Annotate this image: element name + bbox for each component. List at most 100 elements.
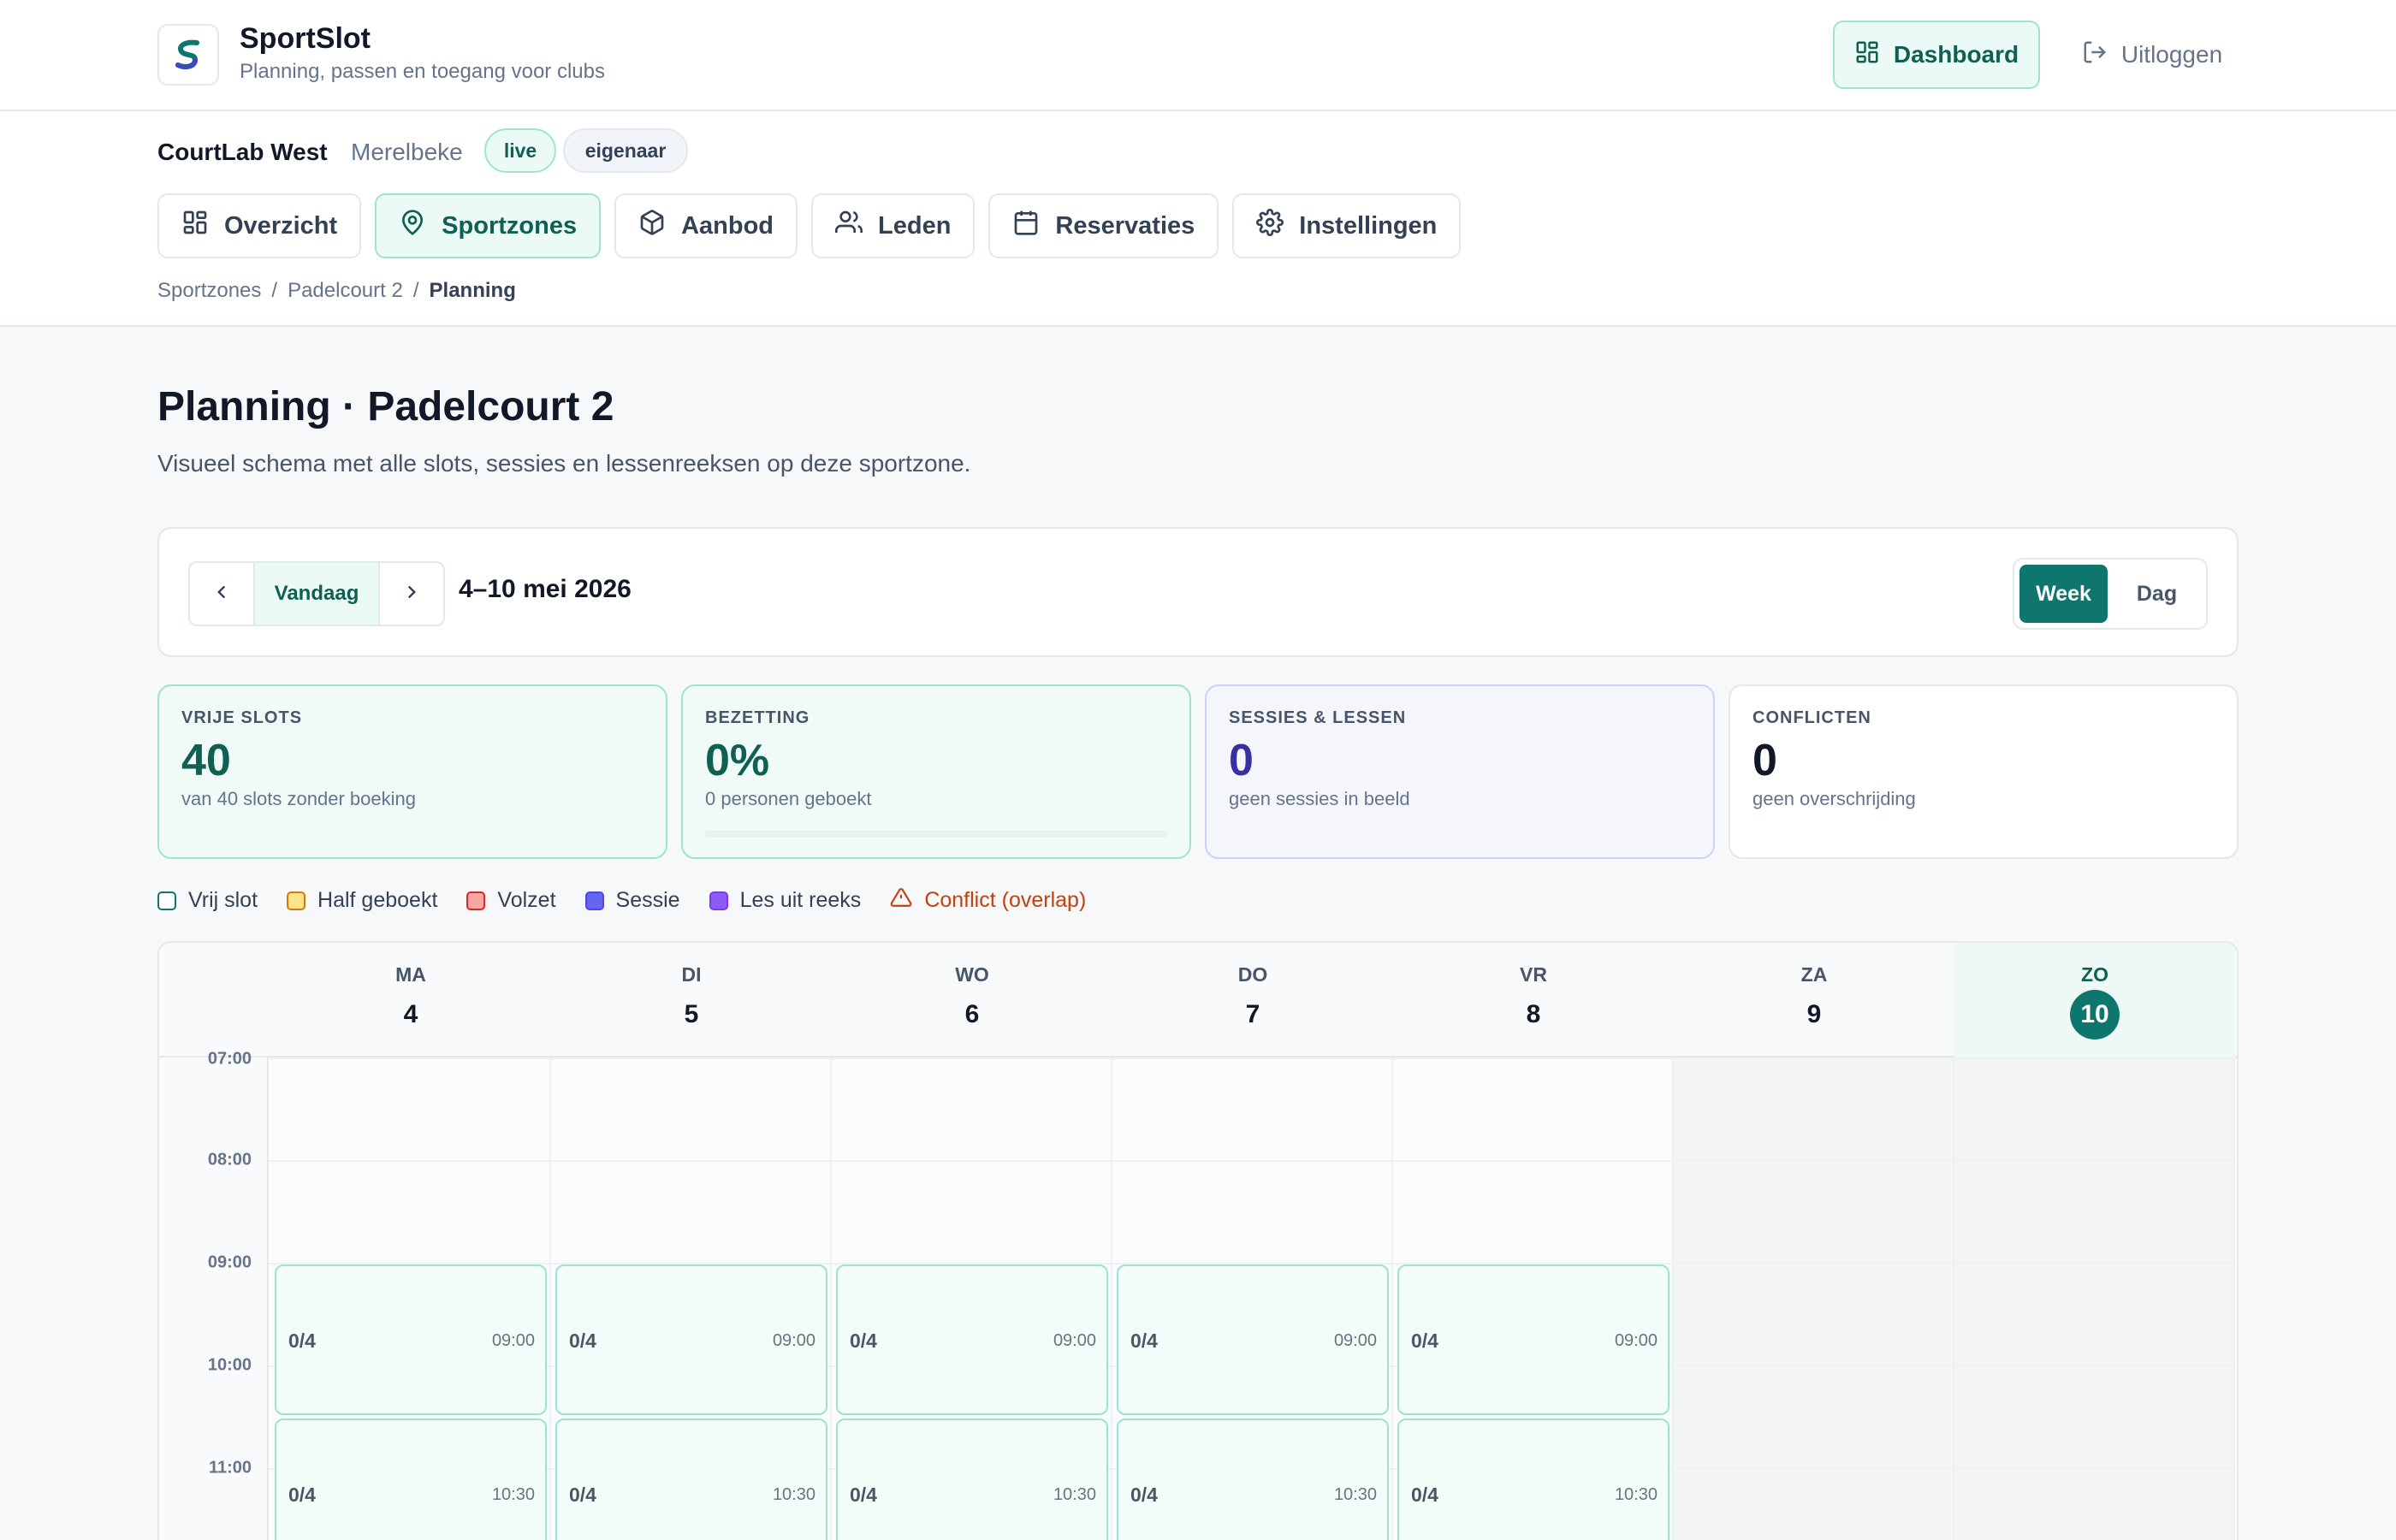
day-header-zo[interactable]: ZO 10: [1954, 943, 2235, 1057]
map-pin-icon: [399, 209, 426, 243]
time-column: 07:00 08:00 09:00 10:00 11:00: [159, 1050, 269, 1540]
breadcrumb-sportzones[interactable]: Sportzones: [157, 279, 262, 302]
slot-occupancy: 0/4: [1411, 1330, 1438, 1352]
breadcrumb: Sportzones / Padelcourt 2 / Planning: [157, 279, 516, 303]
slot-start-time: 10:30: [1333, 1485, 1377, 1504]
stat-value: 0%: [705, 736, 770, 785]
prev-week-button[interactable]: [190, 563, 253, 625]
legend-session: Sessie: [584, 888, 680, 913]
legend-label: Sessie: [615, 888, 680, 912]
sportslot-logo[interactable]: [157, 24, 219, 86]
stat-sessions: SESSIES & LESSEN 0 geen sessies in beeld: [1205, 684, 1715, 859]
occupancy-progress-bar: [705, 831, 1167, 838]
slot-occupancy: 0/4: [850, 1330, 877, 1352]
stat-label: BEZETTING: [705, 708, 810, 727]
free-slot[interactable]: 0/4 10:30: [555, 1419, 827, 1540]
status-badge-live: live: [484, 128, 556, 173]
slot-occupancy: 0/4: [850, 1484, 877, 1506]
tab-label: Reservaties: [1055, 211, 1195, 240]
free-slot[interactable]: 0/4 09:00: [1397, 1265, 1669, 1415]
slot-occupancy: 0/4: [288, 1330, 316, 1352]
free-slot[interactable]: 0/4 09:00: [275, 1265, 547, 1415]
time-label: 11:00: [208, 1458, 252, 1478]
stat-conflicts: CONFLICTEN 0 geen overschrijding: [1729, 684, 2239, 859]
calendar-icon: [1012, 209, 1040, 243]
app-header: SportSlot Planning, passen en toegang vo…: [0, 0, 2396, 111]
tab-overzicht[interactable]: Overzicht: [157, 193, 362, 258]
chevron-left-icon: [211, 581, 233, 607]
legend-conflict: Conflict (overlap): [890, 886, 1086, 915]
tab-sportzones[interactable]: Sportzones: [375, 193, 602, 258]
legend-label: Volzet: [497, 888, 556, 912]
legend-swatch: [466, 891, 486, 910]
date-range: 4–10 mei 2026: [459, 575, 632, 603]
next-week-button[interactable]: [380, 563, 443, 625]
tab-label: Leden: [878, 211, 952, 240]
stat-description: geen overschrijding: [1753, 788, 1916, 809]
tab-label: Instellingen: [1299, 211, 1438, 240]
dashboard-label: Dashboard: [1893, 41, 2019, 68]
package-icon: [638, 209, 666, 243]
free-slot[interactable]: 0/4 09:00: [836, 1265, 1108, 1415]
dashboard-icon: [1854, 39, 1880, 71]
slot-start-time: 09:00: [1614, 1331, 1658, 1350]
day-column-zo[interactable]: [1954, 1057, 2235, 1540]
grid-icon: [181, 209, 209, 243]
free-slot[interactable]: 0/4 10:30: [1117, 1419, 1389, 1540]
app-tagline: Planning, passen en toegang voor clubs: [240, 60, 605, 83]
tab-reservaties[interactable]: Reservaties: [988, 193, 1219, 258]
logout-label: Uitloggen: [2120, 41, 2223, 68]
hour-gridline: [269, 1057, 2237, 1059]
breadcrumb-current: Planning: [429, 279, 516, 302]
slot-occupancy: 0/4: [569, 1330, 596, 1352]
logout-button[interactable]: Uitloggen: [2062, 21, 2242, 89]
view-day-button[interactable]: Dag: [2136, 581, 2178, 606]
date-navigation: Vandaag: [188, 561, 445, 626]
legend-label: Vrij slot: [188, 888, 258, 912]
free-slot[interactable]: 0/4 10:30: [275, 1419, 547, 1540]
day-header-za[interactable]: ZA 9: [1674, 943, 1954, 1057]
day-header-wo[interactable]: WO 6: [832, 943, 1112, 1057]
gear-icon: [1256, 209, 1284, 243]
day-name: VR: [1520, 963, 1547, 986]
page-title: Planning · Padelcourt 2: [157, 384, 614, 429]
stat-description: geen sessies in beeld: [1229, 788, 1410, 809]
slot-start-time: 09:00: [1053, 1331, 1096, 1350]
day-header-di[interactable]: DI 5: [551, 943, 832, 1057]
tab-instellingen[interactable]: Instellingen: [1232, 193, 1462, 258]
legend-label: Half geboekt: [317, 888, 438, 912]
slot-occupancy: 0/4: [1411, 1484, 1438, 1506]
day-date: 10: [2070, 990, 2120, 1040]
day-name: MA: [395, 963, 426, 986]
day-date: 4: [403, 1000, 418, 1028]
legend-label: Les uit reeks: [739, 888, 862, 912]
tab-label: Sportzones: [442, 211, 578, 240]
slot-start-time: 10:30: [491, 1485, 535, 1504]
free-slot[interactable]: 0/4 09:00: [555, 1265, 827, 1415]
free-slot[interactable]: 0/4 10:30: [836, 1419, 1108, 1540]
stat-label: SESSIES & LESSEN: [1229, 708, 1407, 727]
legend-swatch: [584, 891, 604, 910]
dashboard-button[interactable]: Dashboard: [1833, 21, 2040, 89]
day-header-ma[interactable]: MA 4: [270, 943, 551, 1057]
tab-aanbod[interactable]: Aanbod: [614, 193, 798, 258]
view-week-button[interactable]: Week: [2019, 565, 2108, 623]
day-header-do[interactable]: DO 7: [1112, 943, 1393, 1057]
breadcrumb-separator: /: [412, 279, 419, 302]
day-date: 5: [684, 1000, 699, 1028]
breadcrumb-padelcourt[interactable]: Padelcourt 2: [288, 279, 403, 302]
day-date: 6: [964, 1000, 980, 1028]
day-date: 7: [1245, 1000, 1260, 1028]
slot-occupancy: 0/4: [1130, 1484, 1158, 1506]
day-header-vr[interactable]: VR 8: [1393, 943, 1674, 1057]
day-column-za[interactable]: [1674, 1057, 1954, 1540]
slot-start-time: 10:30: [772, 1485, 815, 1504]
today-button[interactable]: Vandaag: [253, 563, 380, 625]
free-slot[interactable]: 0/4 10:30: [1397, 1419, 1669, 1540]
legend-swatch: [709, 891, 728, 910]
logout-icon: [2082, 39, 2108, 71]
legend-swatch: [157, 891, 176, 910]
tab-leden[interactable]: Leden: [811, 193, 976, 258]
free-slot[interactable]: 0/4 09:00: [1117, 1265, 1389, 1415]
hour-gridline: [269, 1263, 2237, 1265]
